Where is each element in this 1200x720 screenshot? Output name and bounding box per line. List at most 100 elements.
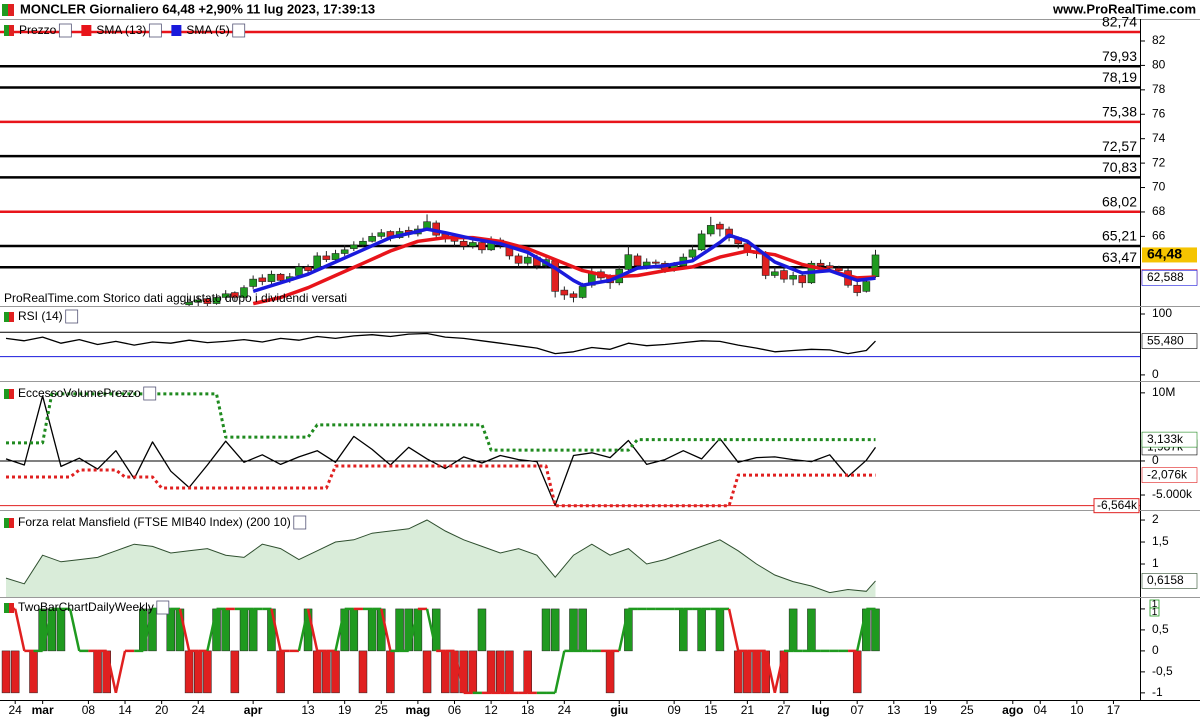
series-line xyxy=(5,332,876,355)
value-label-box xyxy=(1141,467,1198,483)
candle-body xyxy=(478,242,486,251)
bar xyxy=(496,650,505,694)
bar xyxy=(624,608,633,652)
signal-line-segment xyxy=(68,608,81,652)
x-tick-label: mag xyxy=(406,703,431,717)
x-tick-label: 09 xyxy=(667,703,681,717)
candle-body xyxy=(578,286,587,298)
bar xyxy=(184,650,194,694)
bar xyxy=(697,608,706,652)
bar xyxy=(486,650,496,694)
value-label: 62,588 xyxy=(1147,270,1184,284)
signal-line-segment xyxy=(334,608,346,652)
bar xyxy=(312,650,322,694)
candle-body xyxy=(771,271,779,276)
series-line xyxy=(252,227,876,293)
legend-icon xyxy=(58,23,72,38)
candle-body xyxy=(322,255,331,260)
signal-line-segment xyxy=(727,608,740,652)
value-label: 3,133k xyxy=(1147,432,1184,446)
level-label: 72,57 xyxy=(1102,138,1137,154)
bar xyxy=(743,650,752,694)
bar xyxy=(468,650,478,694)
candle-body xyxy=(221,293,230,298)
signal-line-segment xyxy=(306,608,319,652)
y-tick-label: 76 xyxy=(1152,106,1166,120)
chart-title: MONCLER Giornaliero 64,48 +2,90% 11 lug … xyxy=(20,1,375,16)
candle-body xyxy=(203,298,212,304)
candle-body xyxy=(652,261,660,264)
x-tick-label: 27 xyxy=(777,703,791,717)
y-tick-label: 10M xyxy=(1152,385,1175,399)
header-icon xyxy=(8,4,14,16)
x-tick-label: 06 xyxy=(448,703,462,717)
candle-body xyxy=(469,242,477,247)
bar xyxy=(38,608,47,652)
candle-body xyxy=(459,240,468,247)
x-tick-label: ago xyxy=(1002,703,1023,717)
value-label: 0,6158 xyxy=(1147,573,1184,587)
panel-title: TwoBarChartDailyWeekly xyxy=(18,600,154,614)
plot-area xyxy=(0,30,1140,306)
bar xyxy=(349,608,359,652)
bar xyxy=(459,650,468,694)
bar xyxy=(871,608,880,652)
level-label: 63,47 xyxy=(1102,249,1137,265)
bar xyxy=(340,608,349,652)
x-tick-label: 10 xyxy=(1070,703,1084,717)
bar xyxy=(331,650,340,694)
level-label: 75,38 xyxy=(1102,104,1137,120)
candle-body xyxy=(725,228,733,238)
level-label: 82,74 xyxy=(1102,14,1137,30)
panel-title: Forza relat Mansfield (FTSE MIB40 Index)… xyxy=(18,515,291,529)
signal-line-segment xyxy=(425,608,438,652)
bar xyxy=(477,608,487,652)
x-tick-label: 24 xyxy=(558,703,572,717)
signal-line-segment xyxy=(13,608,26,652)
watermark-note: ProRealTime.com Storico dati aggiustato … xyxy=(4,291,347,305)
legend-icon xyxy=(232,23,246,38)
y-tick-label: 68 xyxy=(1152,204,1166,218)
series-line xyxy=(5,395,877,506)
value-label: 1 xyxy=(1152,599,1158,610)
signal-line-segment xyxy=(553,650,566,694)
candle-body xyxy=(624,254,633,270)
legend-swatch xyxy=(9,25,14,36)
candle-body xyxy=(789,275,797,280)
y-tick-label: 66 xyxy=(1152,229,1166,243)
candle-body xyxy=(359,240,367,246)
series-line xyxy=(252,235,876,306)
candle-body xyxy=(523,256,532,264)
panel-settings-icon xyxy=(156,600,170,615)
bar xyxy=(450,650,459,694)
panel-title: EccessoVolumePrezzo xyxy=(18,386,141,400)
bar xyxy=(605,650,615,694)
y-tick-label: 1 xyxy=(1152,556,1159,570)
legend-swatch xyxy=(171,25,182,36)
x-tick-label: mar xyxy=(32,703,54,717)
level-label: 68,02 xyxy=(1102,193,1137,209)
signal-line-segment xyxy=(178,608,191,652)
bar xyxy=(276,650,285,694)
y-tick-label: 100 xyxy=(1152,306,1172,320)
signal-line-segment xyxy=(297,608,310,652)
series-line xyxy=(6,464,876,508)
bar xyxy=(441,650,450,694)
candle-body xyxy=(560,289,569,296)
bar xyxy=(404,608,413,652)
x-tick-label: 25 xyxy=(960,703,974,717)
level-label: 70,83 xyxy=(1102,159,1137,175)
plot-area xyxy=(0,331,1140,358)
signal-line-segment xyxy=(773,650,786,694)
candle-body xyxy=(862,281,871,292)
candle-body xyxy=(514,255,523,264)
value-label-box xyxy=(1141,270,1198,286)
y-tick-label: 0,5 xyxy=(1152,622,1169,636)
y-tick-label: 0 xyxy=(1152,643,1159,657)
legend-icon xyxy=(148,23,162,38)
plot-area xyxy=(1,607,880,695)
candle-body xyxy=(633,255,642,266)
bar xyxy=(212,608,221,652)
